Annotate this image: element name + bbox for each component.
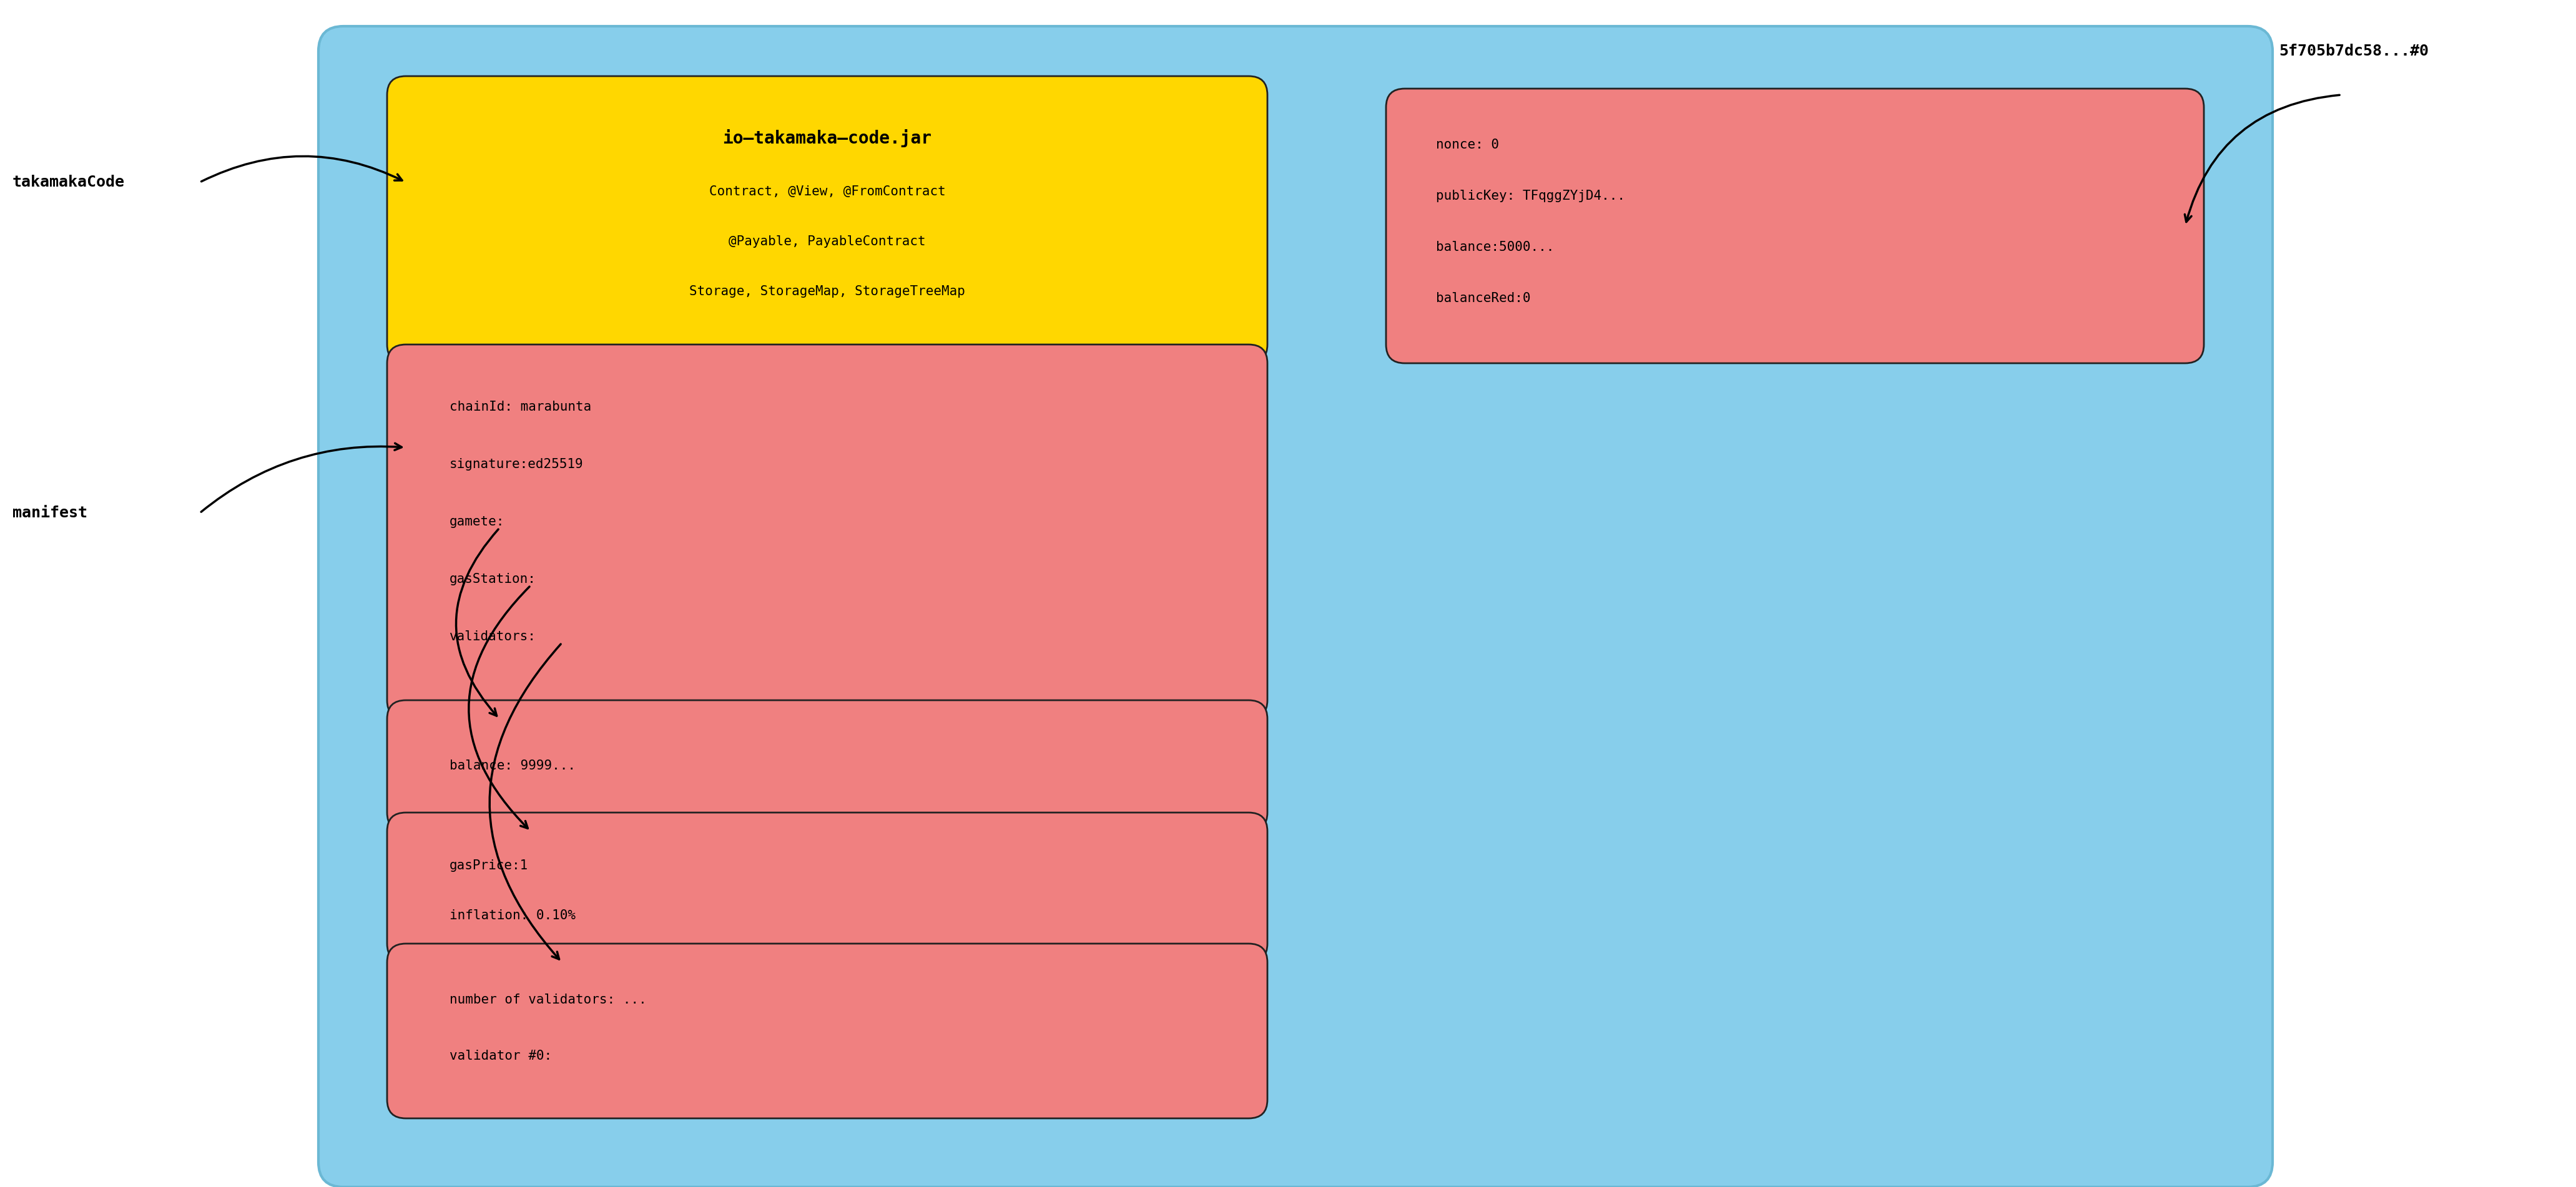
Text: validators:: validators:: [451, 630, 536, 643]
FancyBboxPatch shape: [386, 700, 1267, 831]
Text: gasPrice:1: gasPrice:1: [451, 859, 528, 871]
Text: balance:5000...: balance:5000...: [1435, 241, 1553, 253]
Text: io–takamaka–code.jar: io–takamaka–code.jar: [724, 129, 933, 147]
Text: validator #0:: validator #0:: [451, 1049, 551, 1062]
Text: Storage, StorageMap, StorageTreeMap: Storage, StorageMap, StorageTreeMap: [690, 285, 966, 298]
Text: manifest: manifest: [13, 506, 88, 520]
Text: takamakaCode: takamakaCode: [13, 174, 124, 190]
FancyBboxPatch shape: [1386, 89, 2205, 363]
Text: balanceRed:0: balanceRed:0: [1435, 292, 1530, 305]
Text: number of validators: ...: number of validators: ...: [451, 994, 647, 1007]
Text: signature:ed25519: signature:ed25519: [451, 458, 585, 470]
FancyBboxPatch shape: [386, 813, 1267, 963]
Text: balance: 9999...: balance: 9999...: [451, 760, 574, 772]
Text: @Payable, PayableContract: @Payable, PayableContract: [729, 235, 925, 248]
Text: Contract, @View, @FromContract: Contract, @View, @FromContract: [708, 185, 945, 198]
Text: gamete:: gamete:: [451, 515, 505, 528]
FancyBboxPatch shape: [386, 76, 1267, 363]
FancyBboxPatch shape: [386, 944, 1267, 1118]
FancyBboxPatch shape: [386, 344, 1267, 719]
FancyBboxPatch shape: [319, 26, 2272, 1187]
Text: 5f705b7dc58...#0: 5f705b7dc58...#0: [2280, 44, 2429, 58]
Text: publicKey: TFqggZYjD4...: publicKey: TFqggZYjD4...: [1435, 190, 1625, 202]
Text: chainId: marabunta: chainId: marabunta: [451, 401, 592, 413]
Text: inflation: 0.10%: inflation: 0.10%: [451, 909, 574, 922]
Text: nonce: 0: nonce: 0: [1435, 139, 1499, 151]
Text: gasStation:: gasStation:: [451, 573, 536, 585]
